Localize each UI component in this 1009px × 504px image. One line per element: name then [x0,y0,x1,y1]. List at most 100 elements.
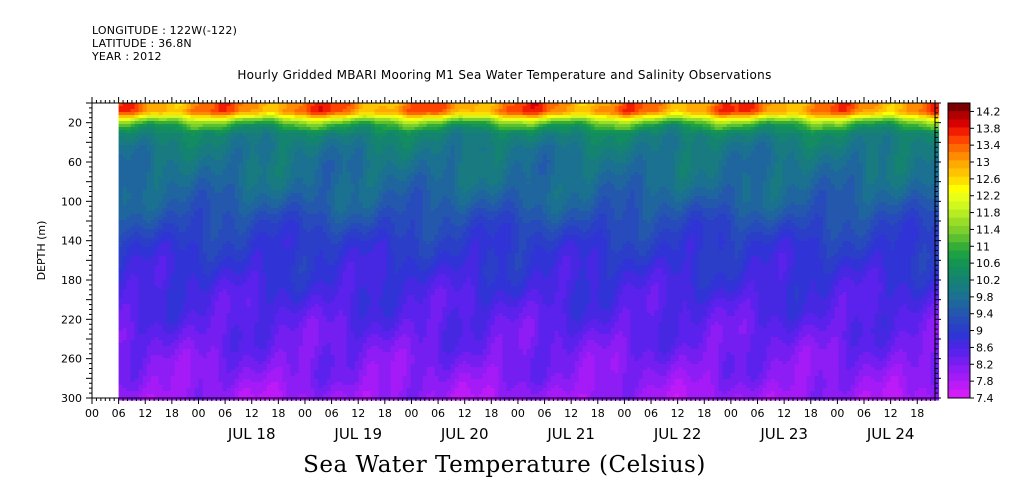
heatmap-cell [162,130,168,134]
heatmap-cell [150,109,156,113]
heatmap-cell [266,250,272,254]
heatmap-cell [298,217,304,221]
heatmap-cell [238,130,244,134]
heatmap-cell [302,157,308,161]
heatmap-cell [122,196,128,200]
heatmap-cell [222,337,228,341]
heatmap-cell [302,388,308,392]
heatmap-cell [306,172,312,176]
heatmap-cell [242,121,248,125]
heatmap-cell [174,385,180,389]
heatmap-cell [130,196,136,200]
heatmap-cell [166,385,172,389]
heatmap-cell [262,136,268,140]
heatmap-cell [138,205,144,209]
heatmap-cell [230,304,236,308]
heatmap-cell [262,325,268,329]
heatmap-cell [202,139,208,143]
heatmap-cell [214,331,220,335]
heatmap-cell [254,187,260,191]
heatmap-cell [182,376,188,380]
heatmap-cell [274,112,280,116]
heatmap-cell [258,328,264,332]
heatmap-cell [314,355,320,359]
heatmap-cell [226,262,232,266]
heatmap-cell [230,379,236,383]
heatmap-cell [130,283,136,287]
heatmap-cell [274,214,280,218]
heatmap-cell [142,298,148,302]
heatmap-cell [230,277,236,281]
heatmap-cell [190,199,196,203]
heatmap-cell [202,391,208,395]
heatmap-cell [166,295,172,299]
heatmap-cell [290,160,296,164]
heatmap-cell [254,253,260,257]
heatmap-cell [158,193,164,197]
heatmap-cell [282,193,288,197]
heatmap-cell [210,232,216,236]
heatmap-cell [122,313,128,317]
heatmap-cell [234,163,240,167]
heatmap-cell [166,112,172,116]
heatmap-cell [286,328,292,332]
heatmap-cell [314,337,320,341]
heatmap-cell [130,202,136,206]
heatmap-cell [314,370,320,374]
heatmap-cell [146,379,152,383]
heatmap-cell [202,259,208,263]
heatmap-cell [130,337,136,341]
heatmap-cell [302,289,308,293]
heatmap-cell [266,142,272,146]
heatmap-cell [234,169,240,173]
heatmap-cell [146,229,152,233]
heatmap-cell [126,367,132,371]
heatmap-cell [270,160,276,164]
heatmap-cell [262,280,268,284]
heatmap-cell [142,118,148,122]
heatmap-cell [154,154,160,158]
heatmap-cell [198,148,204,152]
heatmap-cell [170,124,176,128]
heatmap-cell [170,253,176,257]
heatmap-cell [238,349,244,353]
heatmap-cell [194,376,200,380]
heatmap-cell [154,340,160,344]
heatmap-cell [282,310,288,314]
heatmap-cell [218,202,224,206]
heatmap-cell [150,388,156,392]
heatmap-cell [266,232,272,236]
heatmap-cell [130,277,136,281]
heatmap-cell [214,163,220,167]
heatmap-cell [174,103,180,107]
heatmap-cell [118,298,124,302]
heatmap-cell [238,136,244,140]
heatmap-cell [310,232,316,236]
heatmap-cell [242,157,248,161]
heatmap-cell [250,166,256,170]
heatmap-cell [250,301,256,305]
heatmap-cell [170,175,176,179]
heatmap-cell [122,325,128,329]
heatmap-cell [174,133,180,137]
heatmap-cell [218,166,224,170]
heatmap-cell [210,112,216,116]
heatmap-cell [270,286,276,290]
heatmap-cell [222,157,228,161]
heatmap-cell [182,274,188,278]
heatmap-cell [290,202,296,206]
heatmap-cell [182,142,188,146]
heatmap-cell [118,232,124,236]
heatmap-cell [214,157,220,161]
heatmap-cell [138,232,144,236]
heatmap-cell [262,121,268,125]
heatmap-cell [222,331,228,335]
heatmap-cell [218,109,224,113]
heatmap-cell [290,385,296,389]
heatmap-cell [210,172,216,176]
heatmap-cell [266,391,272,395]
heatmap-cell [182,262,188,266]
heatmap-cell [142,169,148,173]
heatmap-cell [318,109,324,113]
heatmap-cell [138,226,144,230]
